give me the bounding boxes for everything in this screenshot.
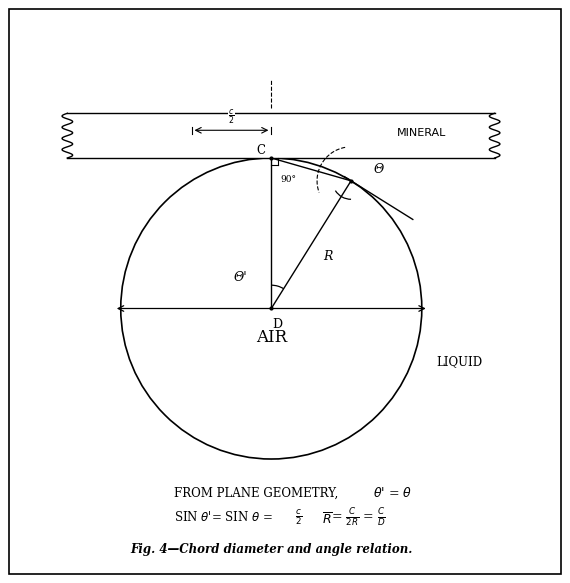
Text: MINERAL: MINERAL: [397, 128, 446, 138]
Text: 90°: 90°: [280, 175, 296, 184]
Text: R: R: [323, 250, 332, 262]
Text: Θ': Θ': [233, 271, 247, 284]
Text: $\theta$' = $\theta$: $\theta$' = $\theta$: [373, 486, 412, 500]
Text: D: D: [272, 318, 282, 331]
Text: C: C: [256, 144, 266, 157]
Text: Fig. 4—Chord diameter and angle relation.: Fig. 4—Chord diameter and angle relation…: [130, 543, 413, 556]
Text: SIN $\theta$'= SIN $\theta$ =: SIN $\theta$'= SIN $\theta$ =: [174, 510, 273, 524]
Text: $\overline{R}$: $\overline{R}$: [322, 511, 332, 527]
Text: = $\frac{C}{2R}$ = $\frac{C}{D}$: = $\frac{C}{2R}$ = $\frac{C}{D}$: [332, 506, 386, 528]
Text: LIQUID: LIQUID: [437, 356, 482, 368]
Text: FROM PLANE GEOMETRY,: FROM PLANE GEOMETRY,: [174, 486, 339, 500]
Text: $\frac{c}{2}$: $\frac{c}{2}$: [295, 508, 302, 527]
Bar: [67, 113, 495, 158]
Text: Θ: Θ: [373, 163, 384, 175]
Text: $\frac{c}{2}$: $\frac{c}{2}$: [228, 107, 235, 127]
Text: AIR: AIR: [256, 329, 287, 346]
